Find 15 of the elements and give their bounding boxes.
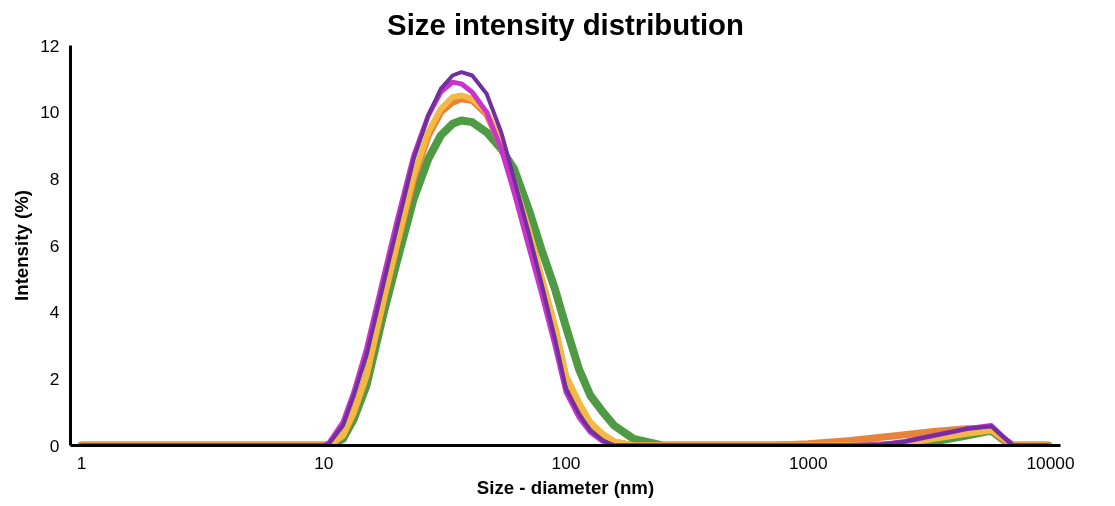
y-tick-label: 8 bbox=[49, 168, 60, 189]
x-tick-label: 1 bbox=[76, 452, 87, 473]
x-axis-title: Size - diameter (nm) bbox=[476, 476, 655, 498]
y-tick-label: 6 bbox=[49, 235, 60, 256]
y-tick-label: 0 bbox=[49, 435, 60, 456]
y-tick-label: 12 bbox=[40, 35, 60, 56]
x-tick-label: 10000 bbox=[1026, 452, 1075, 473]
x-tick-label: 10 bbox=[314, 452, 334, 473]
y-tick-label: 4 bbox=[49, 302, 60, 323]
y-axis-title: Intensity (%) bbox=[11, 190, 33, 301]
y-tick-label: 2 bbox=[49, 368, 60, 389]
y-tick-label: 10 bbox=[40, 102, 60, 123]
x-tick-label: 1000 bbox=[788, 452, 828, 473]
chart-title: Size intensity distribution bbox=[387, 7, 744, 41]
x-tick-label: 100 bbox=[551, 452, 581, 473]
